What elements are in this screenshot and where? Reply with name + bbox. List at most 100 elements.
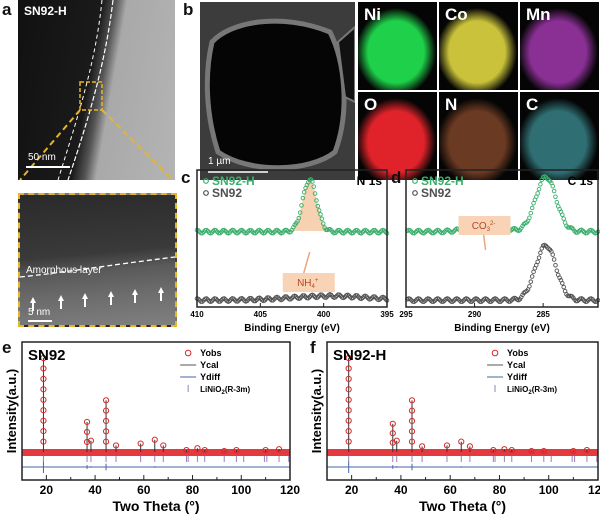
panel-label-c: c xyxy=(181,168,191,187)
yobs-point xyxy=(418,443,426,450)
yobs-point xyxy=(408,428,416,435)
x-axis-label: Two Theta (°) xyxy=(419,498,506,514)
x-tick-label: 285 xyxy=(536,310,550,319)
x-tick-label: 40 xyxy=(88,483,102,497)
yobs-point xyxy=(408,417,416,425)
yobs-point xyxy=(137,440,144,447)
yobs-point xyxy=(40,428,47,435)
x-tick-label: 80 xyxy=(186,483,200,497)
yobs-point xyxy=(40,365,47,372)
yobs-point xyxy=(83,428,91,436)
yobs-point xyxy=(102,397,110,404)
data-point xyxy=(553,194,558,200)
data-point xyxy=(538,182,543,187)
legend-label: Yobs xyxy=(507,348,528,358)
data-point xyxy=(301,189,307,195)
annotation-box xyxy=(458,216,511,235)
panel-label-d: d xyxy=(391,168,402,187)
yobs-point xyxy=(345,386,352,393)
legend-label: SN92-H xyxy=(212,174,255,188)
data-point xyxy=(561,216,566,221)
data-point xyxy=(532,197,538,202)
legend-marker xyxy=(203,178,209,184)
yobs-point xyxy=(345,407,352,414)
yobs-point xyxy=(102,407,110,414)
data-point xyxy=(531,269,536,275)
data-point xyxy=(319,216,325,222)
y-axis-label: Intensity(a.u.) xyxy=(4,369,19,454)
yobs-point xyxy=(345,396,352,403)
x-tick-label: 410 xyxy=(190,310,204,319)
data-point xyxy=(314,198,319,203)
data-point xyxy=(538,250,543,256)
x-tick-label: 400 xyxy=(317,310,331,319)
x-axis-label: Two Theta (°) xyxy=(113,498,200,514)
yobs-point xyxy=(87,437,95,444)
data-point xyxy=(311,184,316,189)
yobs-point xyxy=(40,438,47,445)
eds-map-o: O xyxy=(358,92,437,180)
yobs-point xyxy=(233,447,240,454)
panel-label-f: f xyxy=(310,338,316,357)
yobs-point xyxy=(102,438,110,445)
legend-marker xyxy=(184,349,192,357)
legend-label: LiNiO2(R-3m) xyxy=(507,385,557,396)
x-tick-label: 60 xyxy=(444,483,458,497)
plot-frame xyxy=(21,341,291,481)
yobs-point xyxy=(183,447,190,454)
yobs-baseline xyxy=(327,449,598,456)
legend-label: LiNiO2(R-3m) xyxy=(200,385,250,396)
yobs-point xyxy=(40,407,47,414)
hrtem-inset: Amorphous layer 5 nm xyxy=(18,193,177,327)
element-label: Mn xyxy=(526,5,551,24)
eds-map-n: N xyxy=(439,92,518,180)
element-label: O xyxy=(364,95,378,114)
annotation-label: NH4+ xyxy=(297,278,319,290)
data-point xyxy=(322,225,327,230)
yobs-point xyxy=(443,442,451,449)
eds-map-co: Co xyxy=(439,2,518,90)
data-point xyxy=(318,212,323,217)
data-point xyxy=(562,288,568,294)
data-point xyxy=(529,205,535,211)
legend-marker xyxy=(412,178,418,184)
data-point xyxy=(539,177,545,183)
yobs-point xyxy=(151,436,158,443)
y-axis-label: Intensity(a.u.) xyxy=(309,369,324,454)
yobs-point xyxy=(221,447,228,455)
yobs-point xyxy=(540,447,547,455)
data-point xyxy=(299,203,304,208)
legend-label: Ydiff xyxy=(507,372,528,382)
eds-map-ni: Ni xyxy=(358,2,437,90)
yobs-point xyxy=(102,417,110,425)
chart-title: SN92-H xyxy=(333,347,386,364)
yobs-point xyxy=(345,417,352,424)
yobs-point xyxy=(40,354,47,362)
data-point xyxy=(531,201,536,206)
data-point xyxy=(536,255,542,260)
data-point xyxy=(316,208,322,213)
x-tick-label: 295 xyxy=(399,310,413,319)
panel-label-b: b xyxy=(183,0,194,19)
yobs-point xyxy=(408,397,416,404)
legend-marker xyxy=(203,190,209,196)
element-label: Ni xyxy=(364,5,381,24)
yobs-point xyxy=(345,428,352,435)
data-point xyxy=(561,284,566,290)
chart-title: N 1s xyxy=(357,174,383,188)
yobs-point xyxy=(201,447,208,454)
data-point xyxy=(555,204,561,209)
yobs-point xyxy=(466,443,473,450)
yobs-point xyxy=(194,445,201,452)
data-point xyxy=(554,199,560,205)
yobs-point xyxy=(501,446,508,453)
yobs-point xyxy=(102,428,110,435)
data-point xyxy=(528,210,534,216)
legend-marker xyxy=(491,349,499,357)
data-point xyxy=(528,279,534,284)
legend-label: SN92 xyxy=(421,186,451,200)
yobs-point xyxy=(83,418,91,426)
plot-frame xyxy=(405,169,599,308)
